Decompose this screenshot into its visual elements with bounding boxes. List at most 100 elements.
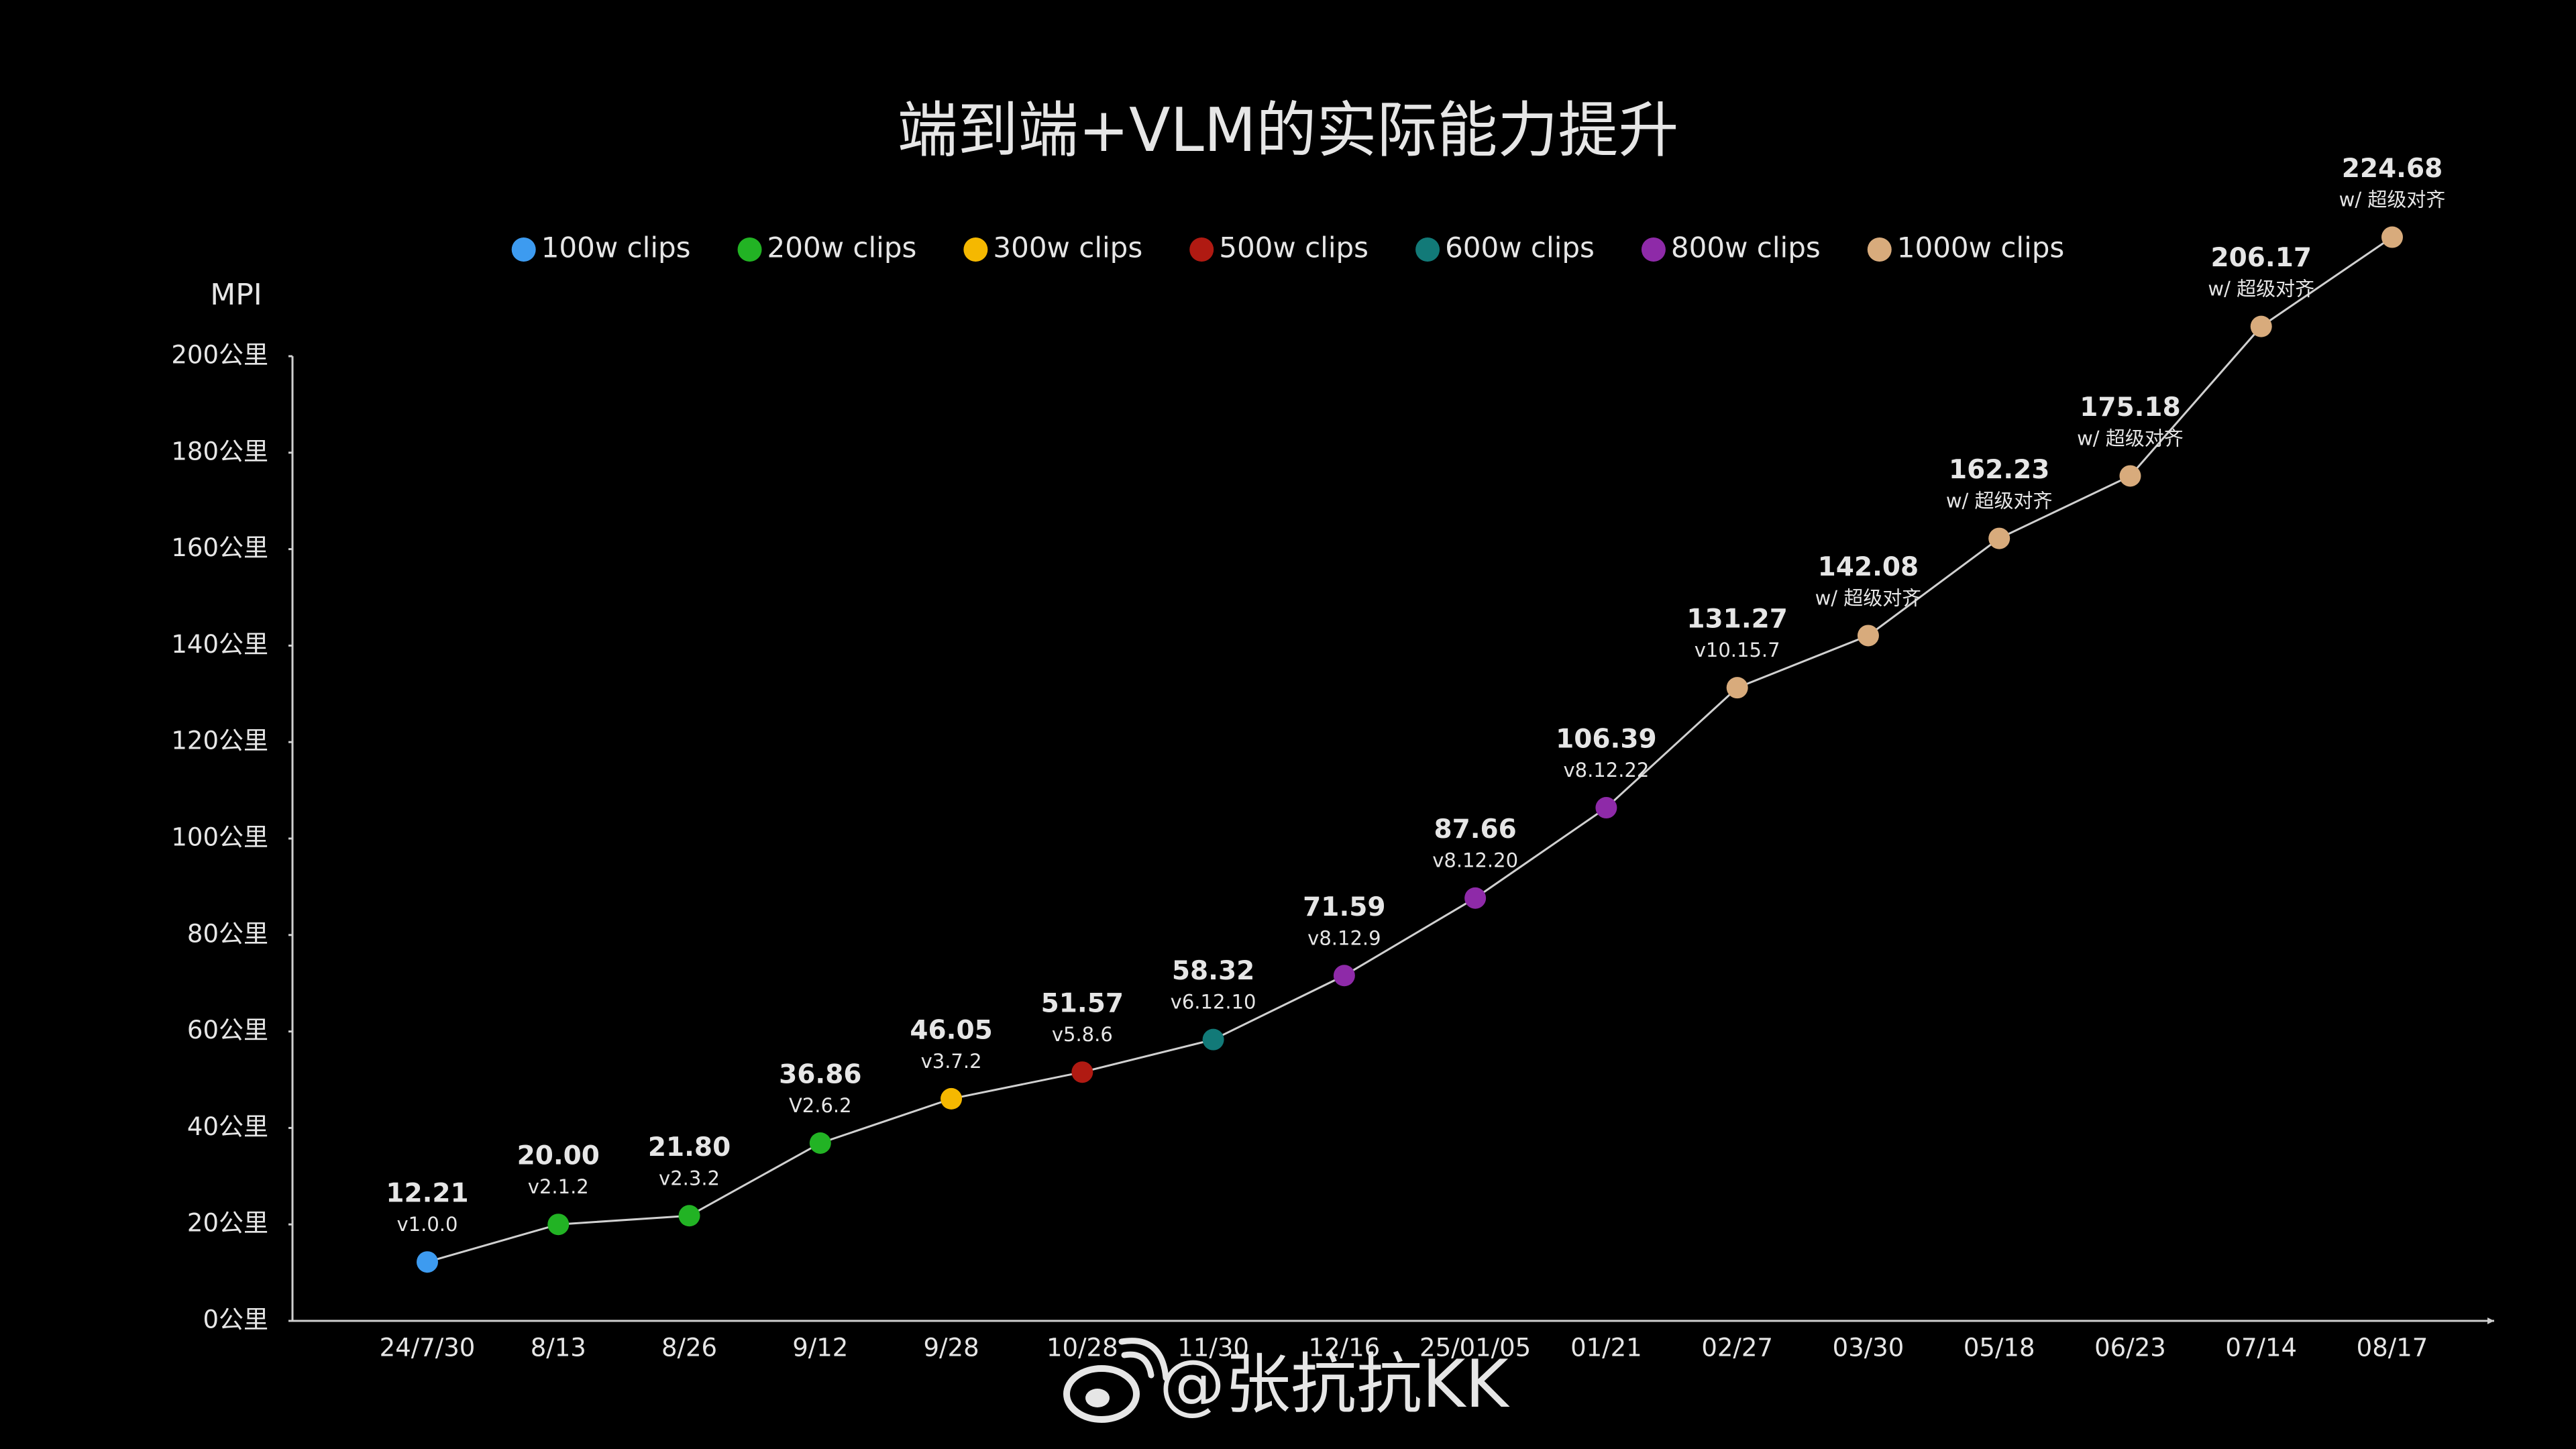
legend-marker — [963, 237, 988, 262]
data-point — [2381, 226, 2403, 248]
x-tick-label: 9/12 — [792, 1334, 848, 1362]
annotation: w/ 超级对齐 — [2339, 189, 2446, 211]
data-label: 87.66 — [1434, 814, 1516, 845]
data-label: 131.27 — [1686, 604, 1788, 635]
data-label: 20.00 — [517, 1141, 600, 1171]
y-tick-label: 80公里 — [187, 919, 268, 948]
y-tick-label: 20公里 — [187, 1209, 268, 1238]
data-point — [1202, 1028, 1224, 1051]
data-label: 162.23 — [1949, 455, 2050, 485]
data-point — [1857, 625, 1879, 647]
data-label: 175.18 — [2080, 392, 2181, 423]
annotation: V2.6.2 — [789, 1094, 852, 1117]
x-tick-label: 01/21 — [1570, 1334, 1642, 1362]
x-tick-label: 07/14 — [2225, 1334, 2297, 1362]
legend-marker — [1189, 237, 1214, 262]
legend: 100w clips 200w clips 300w clips 500w clips… — [511, 231, 2065, 264]
data-label: 224.68 — [2342, 154, 2443, 184]
legend-label: 100w clips — [541, 231, 691, 264]
data-point — [1071, 1061, 1093, 1083]
legend-label: 1000w clips — [1897, 231, 2065, 264]
data-label: 51.57 — [1041, 989, 1124, 1019]
x-tick-label: 02/27 — [1701, 1334, 1773, 1362]
legend-marker — [1867, 237, 1892, 262]
annotation: v2.1.2 — [528, 1175, 589, 1198]
x-tick-label: 10/28 — [1046, 1334, 1118, 1362]
data-label: 106.39 — [1556, 724, 1657, 755]
watermark: @张抗抗KK — [1159, 1346, 1510, 1423]
legend-marker — [1641, 237, 1666, 262]
legend-label: 500w clips — [1219, 231, 1368, 264]
data-point — [809, 1132, 831, 1154]
logo-ring — [1063, 1365, 1140, 1423]
data-point — [2250, 315, 2272, 337]
annotation: v8.12.9 — [1307, 926, 1381, 949]
data-label: 36.86 — [779, 1059, 861, 1089]
x-tick-label: 8/26 — [661, 1334, 717, 1362]
data-label: 21.80 — [648, 1132, 731, 1163]
legend-marker — [1415, 237, 1440, 262]
data-label: 206.17 — [2210, 243, 2312, 273]
annotation: v8.12.22 — [1563, 759, 1649, 782]
legend-label: 800w clips — [1671, 231, 1821, 264]
data-point — [2119, 465, 2141, 487]
data-label: 71.59 — [1303, 892, 1385, 922]
data-label: 46.05 — [910, 1015, 992, 1045]
x-tick-label: 25/01/05 — [1419, 1334, 1531, 1362]
legend-marker — [511, 237, 536, 262]
data-point — [417, 1251, 438, 1273]
x-tick-label: 05/18 — [1964, 1334, 2035, 1362]
x-tick-label: 12/16 — [1309, 1334, 1381, 1362]
watermark-logo — [1063, 1338, 1169, 1423]
logo-waves — [1118, 1338, 1169, 1381]
data-label: 12.21 — [386, 1179, 468, 1209]
annotation: v8.12.20 — [1432, 849, 1518, 872]
annotation: v3.7.2 — [921, 1050, 982, 1073]
annotation: v10.15.7 — [1695, 639, 1780, 661]
y-tick-label: 100公里 — [171, 823, 268, 852]
chart-title: 端到端+VLM的实际能力提升 — [898, 95, 1679, 166]
data-point — [1595, 797, 1617, 819]
x-tick-label: 8/13 — [531, 1334, 586, 1362]
data-point — [1988, 527, 2010, 549]
annotation: w/ 超级对齐 — [1815, 586, 1922, 609]
data-point — [941, 1087, 963, 1110]
x-tick-label: 9/28 — [924, 1334, 979, 1362]
y-tick-label: 60公里 — [187, 1016, 268, 1044]
annotation: w/ 超级对齐 — [2077, 427, 2184, 449]
annotation: v5.8.6 — [1052, 1023, 1113, 1046]
annotation: w/ 超级对齐 — [1946, 490, 2053, 513]
legend-label: 300w clips — [993, 231, 1142, 264]
y-tick-label: 0公里 — [203, 1305, 268, 1334]
y-tick-label: 40公里 — [187, 1112, 268, 1141]
y-axis-label: MPI — [210, 278, 262, 312]
y-tick-label: 160公里 — [171, 533, 268, 562]
annotation: v2.3.2 — [659, 1167, 720, 1189]
legend-label: 200w clips — [767, 231, 917, 264]
data-point — [547, 1214, 570, 1236]
x-tick-label: 08/17 — [2357, 1334, 2428, 1362]
x-axis-arrow — [2487, 1318, 2494, 1324]
annotation: v1.0.0 — [397, 1213, 458, 1236]
x-tick-label: 11/30 — [1177, 1334, 1249, 1362]
data-label: 58.32 — [1172, 956, 1254, 986]
x-tick-label: 06/23 — [2094, 1334, 2166, 1362]
y-tick-label: 120公里 — [171, 727, 268, 755]
data-point — [678, 1205, 700, 1227]
logo-dot — [1085, 1389, 1110, 1407]
data-point — [1333, 965, 1355, 987]
data-label: 142.08 — [1818, 552, 1919, 582]
data-point — [1464, 887, 1487, 909]
x-tick-label: 24/7/30 — [380, 1334, 476, 1362]
data-line — [427, 236, 2393, 1263]
legend-marker — [737, 237, 762, 262]
x-tick-label: 03/30 — [1833, 1334, 1904, 1362]
data-point — [1726, 677, 1748, 699]
legend-label: 600w clips — [1445, 231, 1595, 264]
y-tick-label: 180公里 — [171, 437, 268, 466]
y-tick-label: 140公里 — [171, 630, 268, 659]
y-tick-label: 200公里 — [171, 341, 268, 370]
annotation: v6.12.10 — [1171, 991, 1256, 1014]
